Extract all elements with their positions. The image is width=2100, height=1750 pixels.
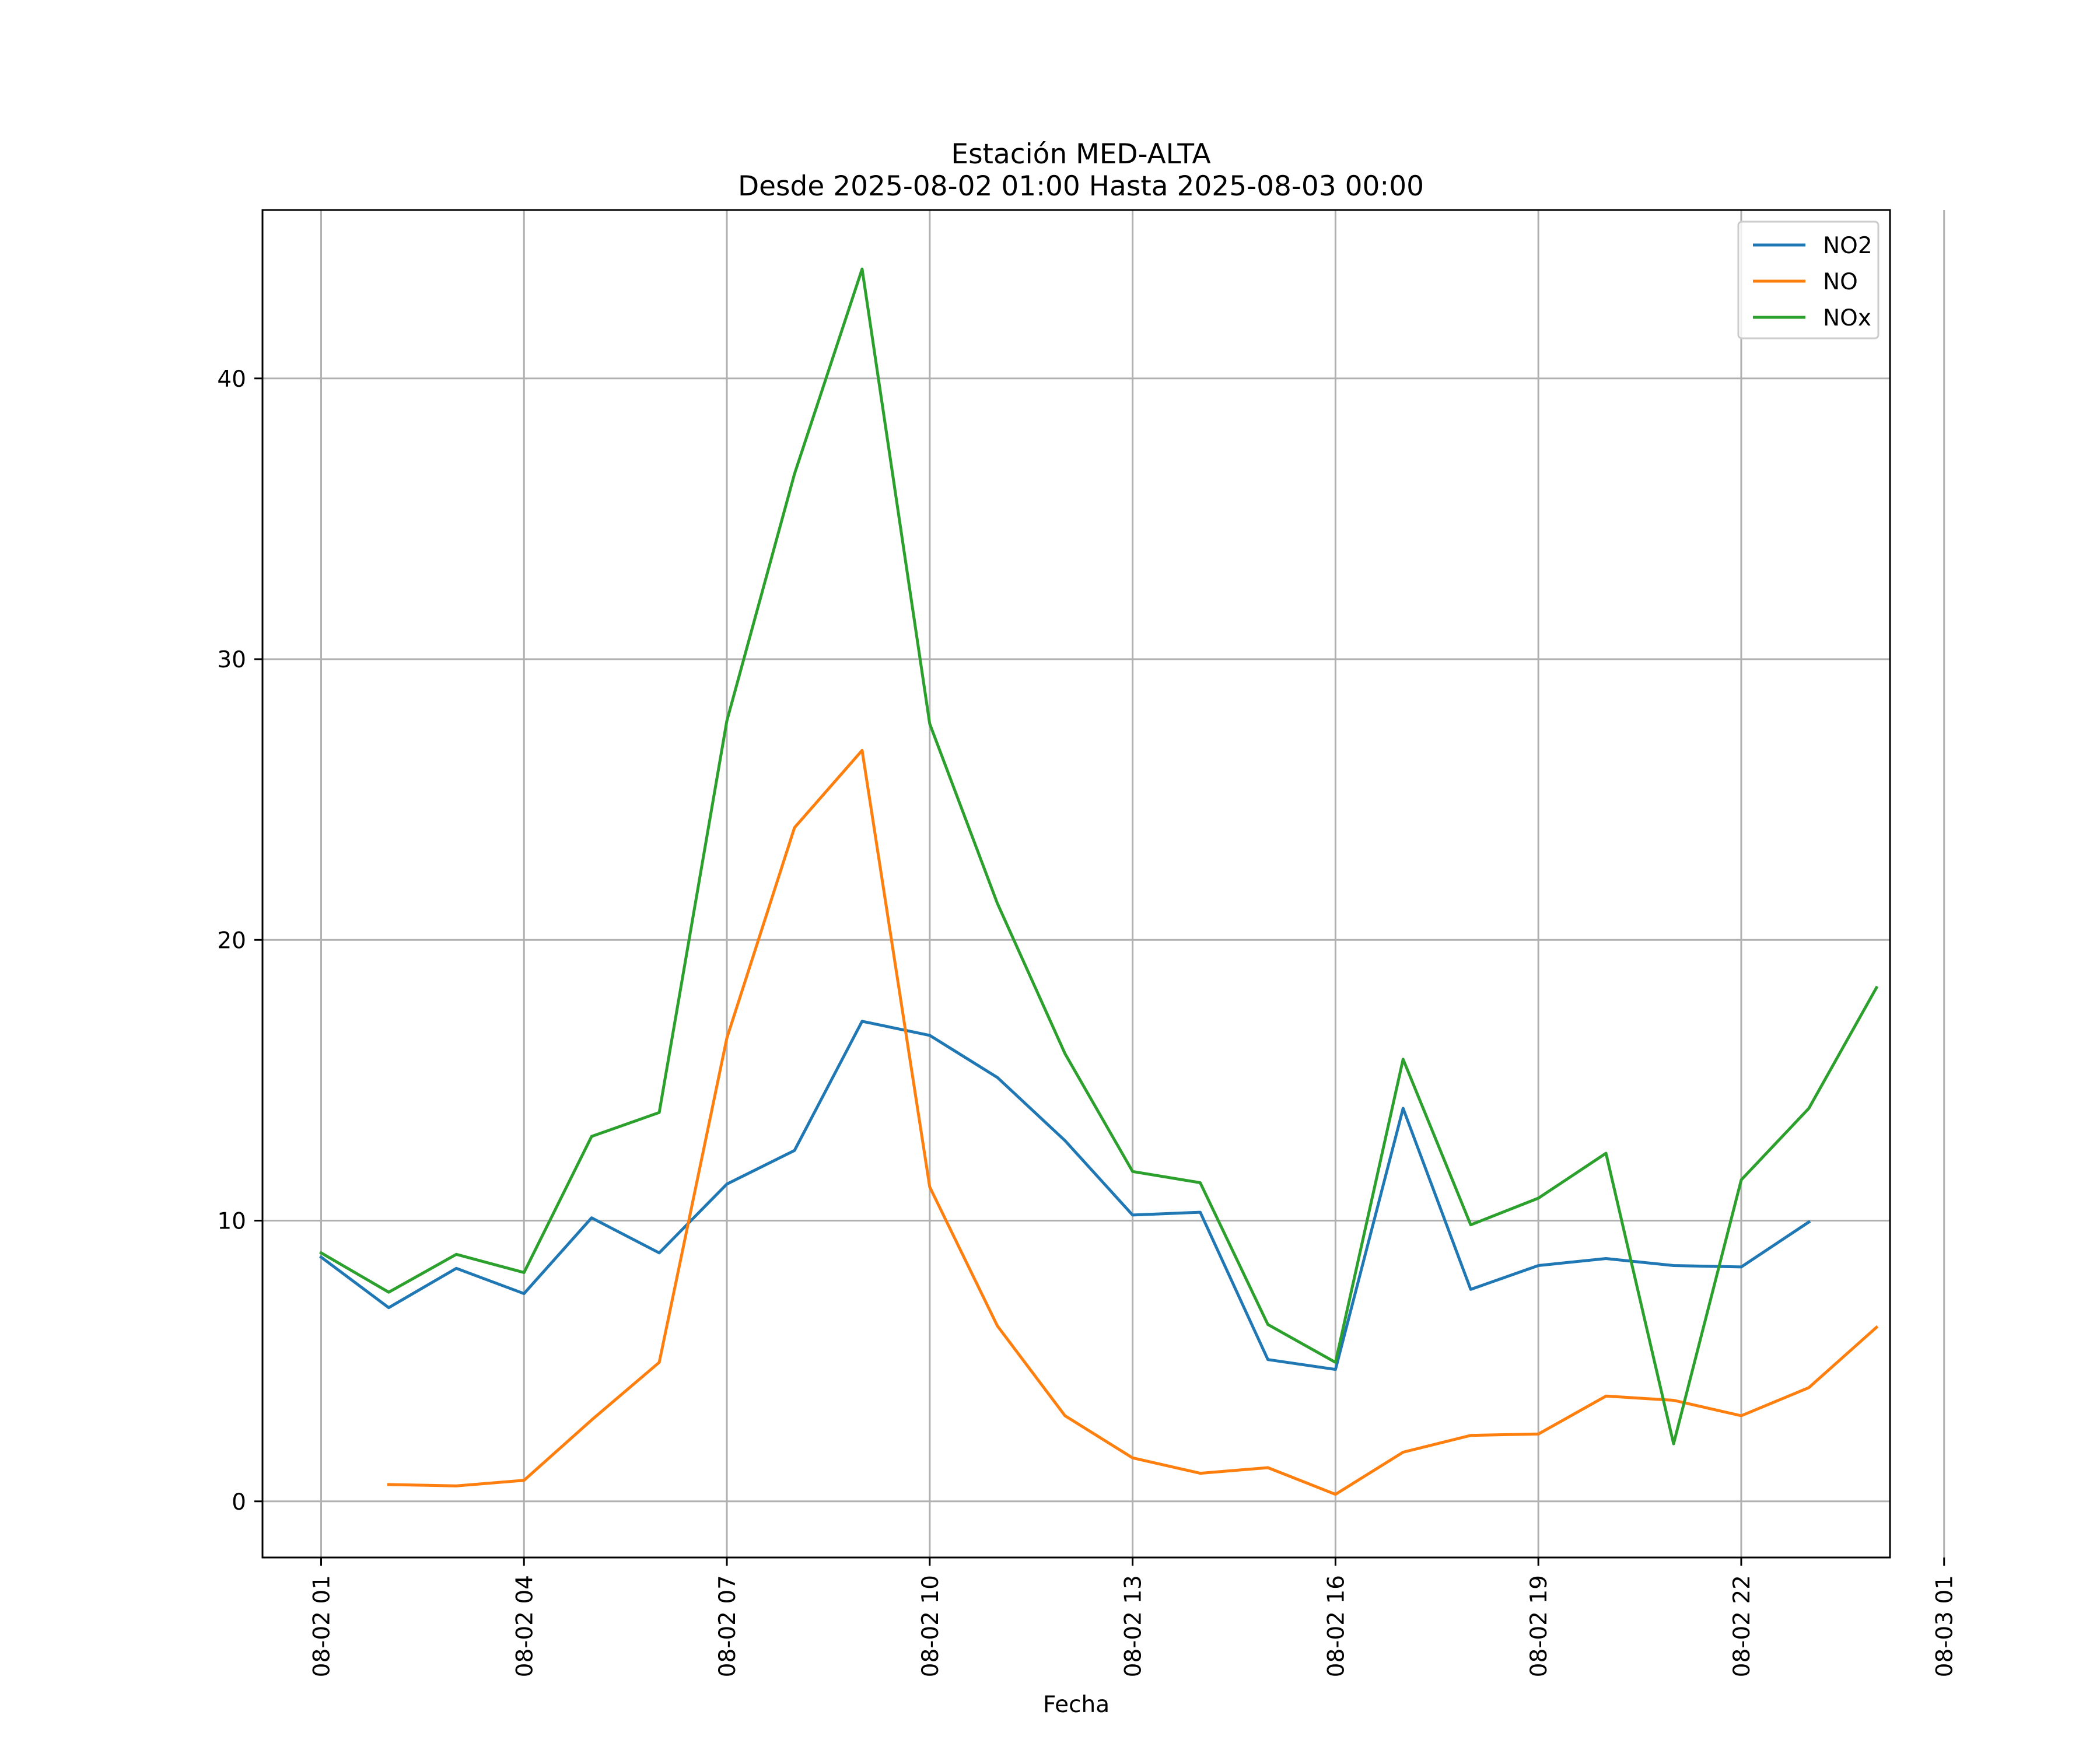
series-line-no2 bbox=[319, 1020, 1811, 1371]
x-axis-ticks: 08-02 01 08-02 04 08-02 07 08-02 10 08-02 13… bbox=[309, 1558, 1958, 1677]
x-tick-label: 08-02 16 bbox=[1323, 1575, 1349, 1677]
x-tick-label: 08-02 07 bbox=[715, 1575, 741, 1677]
x-tick-label: 08-02 19 bbox=[1526, 1575, 1552, 1677]
x-tick-label: 08-03 01 bbox=[1932, 1575, 1958, 1677]
legend-box bbox=[1737, 220, 1880, 340]
y-tick-label: 10 bbox=[217, 1209, 246, 1235]
legend-label-no: NO bbox=[1823, 269, 1858, 295]
x-axis-label: Fecha bbox=[1043, 1692, 1110, 1718]
x-tick-label: 08-02 04 bbox=[512, 1575, 538, 1677]
series-line-no bbox=[387, 748, 1879, 1496]
legend: NO2 NO NOx bbox=[1737, 220, 1880, 340]
y-tick-label: 20 bbox=[217, 928, 246, 954]
y-tick-label: 30 bbox=[217, 647, 246, 673]
x-tick-label: 08-02 01 bbox=[309, 1575, 335, 1677]
legend-label-no2: NO2 bbox=[1823, 233, 1873, 259]
chart-subtitle: Desde 2025-08-02 01:00 Hasta 2025-08-03 … bbox=[738, 170, 1424, 202]
x-tick-label: 08-02 13 bbox=[1121, 1575, 1147, 1677]
x-tick-label: 08-02 22 bbox=[1729, 1575, 1755, 1677]
chart-title: Estación MED-ALTA bbox=[951, 138, 1210, 170]
series-lines bbox=[319, 267, 1879, 1496]
plot-area-frame bbox=[261, 209, 1891, 1559]
y-axis-ticks: 0 10 20 30 40 bbox=[217, 366, 262, 1516]
legend-items: NO2 NO NOx bbox=[1753, 233, 1873, 331]
grid-lines bbox=[262, 210, 1945, 1558]
legend-label-nox: NOx bbox=[1823, 305, 1871, 331]
x-tick-label: 08-02 10 bbox=[918, 1575, 944, 1677]
y-tick-label: 0 bbox=[232, 1489, 246, 1516]
y-tick-label: 40 bbox=[217, 366, 246, 393]
series-line-nox bbox=[319, 267, 1879, 1446]
